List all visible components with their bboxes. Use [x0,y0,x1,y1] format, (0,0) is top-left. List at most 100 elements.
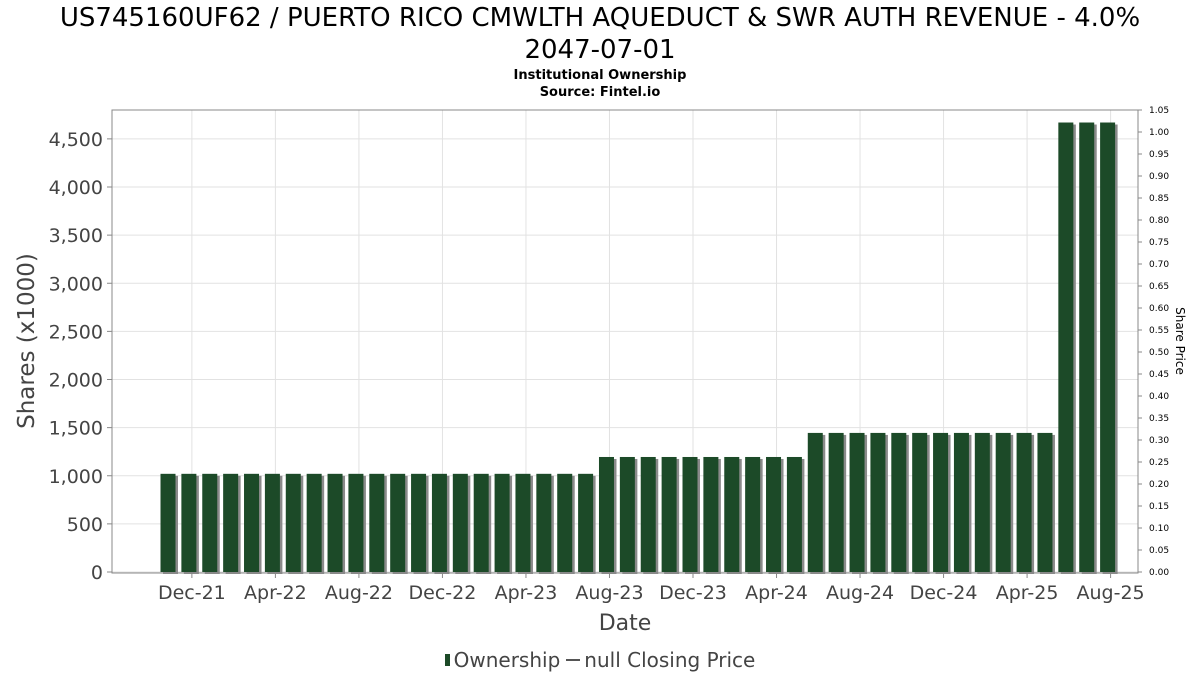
y2-tick-label: 1.00 [1149,128,1169,138]
bar [849,432,865,572]
chart-title-line-2: 2047-07-01 [524,35,676,65]
bar [536,473,552,572]
chart-title-line-1: US745160UF62 / PUERTO RICO CMWLTH AQUEDU… [59,3,1141,33]
y2-tick-label: 0.55 [1149,326,1169,336]
y2-axis-ticks: 0.00 0.05 0.10 0.15 0.20 0.25 0.30 0.35 0.40 0.45… [1138,106,1169,578]
y2-tick-label: 0.05 [1149,546,1169,556]
y2-tick-label: 0.40 [1149,392,1169,402]
x-axis-ticks: Dec-21 Apr-22 Aug-22 Dec-22 Apr-23 Aug-23 Dec-… [158,573,1145,604]
x-tick-label: Dec-22 [409,582,477,604]
y2-tick-label: 0.90 [1149,172,1169,182]
bar [1100,122,1116,572]
ownership-chart: 0 500 1,000 1,500 2,000 2,500 3,000 3,500 4,000 4… [14,106,1187,636]
y-axis-label: Shares (x1000) [14,253,40,429]
legend: Ownership null Closing Price [0,648,1200,672]
bar [327,473,343,572]
y2-tick-label: 0.80 [1149,216,1169,226]
bar [933,432,949,572]
y-tick-label: 0 [91,562,103,584]
y2-tick-label: 0.00 [1149,568,1169,578]
bar [473,473,489,572]
y2-axis-label: Share Price [1173,307,1187,375]
legend-price: null Closing Price [584,648,756,672]
y-tick-label: 1,000 [49,466,103,488]
y2-tick-label: 0.20 [1149,480,1169,490]
bar [598,456,614,572]
chart-source: Source: Fintel.io [539,85,661,100]
x-axis-label: Date [599,611,652,636]
x-tick-label: Apr-25 [996,582,1059,604]
bar [557,473,573,572]
bar [661,456,677,572]
x-tick-label: Aug-23 [575,582,643,604]
y2-tick-label: 0.85 [1149,194,1169,204]
y-tick-label: 2,500 [49,321,103,343]
bar [244,473,260,572]
y2-tick-label: 0.45 [1149,370,1169,380]
y2-tick-label: 0.35 [1149,414,1169,424]
bar [285,473,301,572]
bar [1079,122,1095,572]
bar [181,473,197,572]
y-tick-label: 4,500 [49,129,103,151]
bar [891,432,907,572]
y-tick-label: 4,000 [49,177,103,199]
bars [160,122,1118,574]
y-tick-label: 3,500 [49,225,103,247]
bar [348,473,364,572]
y-tick-label: 3,000 [49,273,103,295]
y2-tick-label: 0.60 [1149,304,1169,314]
bar [1016,432,1032,572]
x-tick-label: Dec-23 [659,582,727,604]
bar [431,473,447,572]
x-tick-label: Apr-22 [244,582,307,604]
bar [724,456,740,572]
bar [745,456,761,572]
y2-tick-label: 0.30 [1149,436,1169,446]
bar [223,473,239,572]
bar [578,473,594,572]
bar [411,473,427,572]
y2-tick-label: 0.75 [1149,238,1169,248]
bar [682,456,698,572]
y-axis-ticks: 0 500 1,000 1,500 2,000 2,500 3,000 3,500 4,000 4… [49,129,112,584]
bar [1037,432,1053,572]
bar [1058,122,1074,572]
bar [452,473,468,572]
y2-tick-label: 0.10 [1149,524,1169,534]
x-tick-label: Dec-21 [158,582,226,604]
bar [766,456,782,572]
x-tick-label: Aug-22 [325,582,393,604]
x-tick-label: Apr-24 [745,582,808,604]
ownership-swatch [444,654,450,666]
bar [828,432,844,572]
bar [494,473,510,572]
y-tick-label: 500 [67,514,103,536]
y-tick-label: 1,500 [49,418,103,440]
y2-tick-label: 0.70 [1149,260,1169,270]
y2-tick-label: 0.50 [1149,348,1169,358]
bar [807,432,823,572]
bar [974,432,990,572]
bar [369,473,385,572]
bar [619,456,635,572]
bar [306,473,322,572]
bar [912,432,928,572]
plot-frame [111,109,1139,574]
x-tick-label: Aug-24 [826,582,894,604]
y2-tick-label: 0.15 [1149,502,1169,512]
bar [703,456,719,572]
bar [264,473,280,572]
y2-tick-label: 0.95 [1149,150,1169,160]
bar [390,473,406,572]
bar [786,456,802,572]
bar [515,473,531,572]
bar [202,473,218,572]
x-tick-label: Dec-24 [910,582,978,604]
x-tick-label: Apr-23 [495,582,558,604]
bar [995,432,1011,572]
bar [160,473,176,572]
bar [953,432,969,572]
bar [870,432,886,572]
y2-tick-label: 1.05 [1149,106,1169,116]
